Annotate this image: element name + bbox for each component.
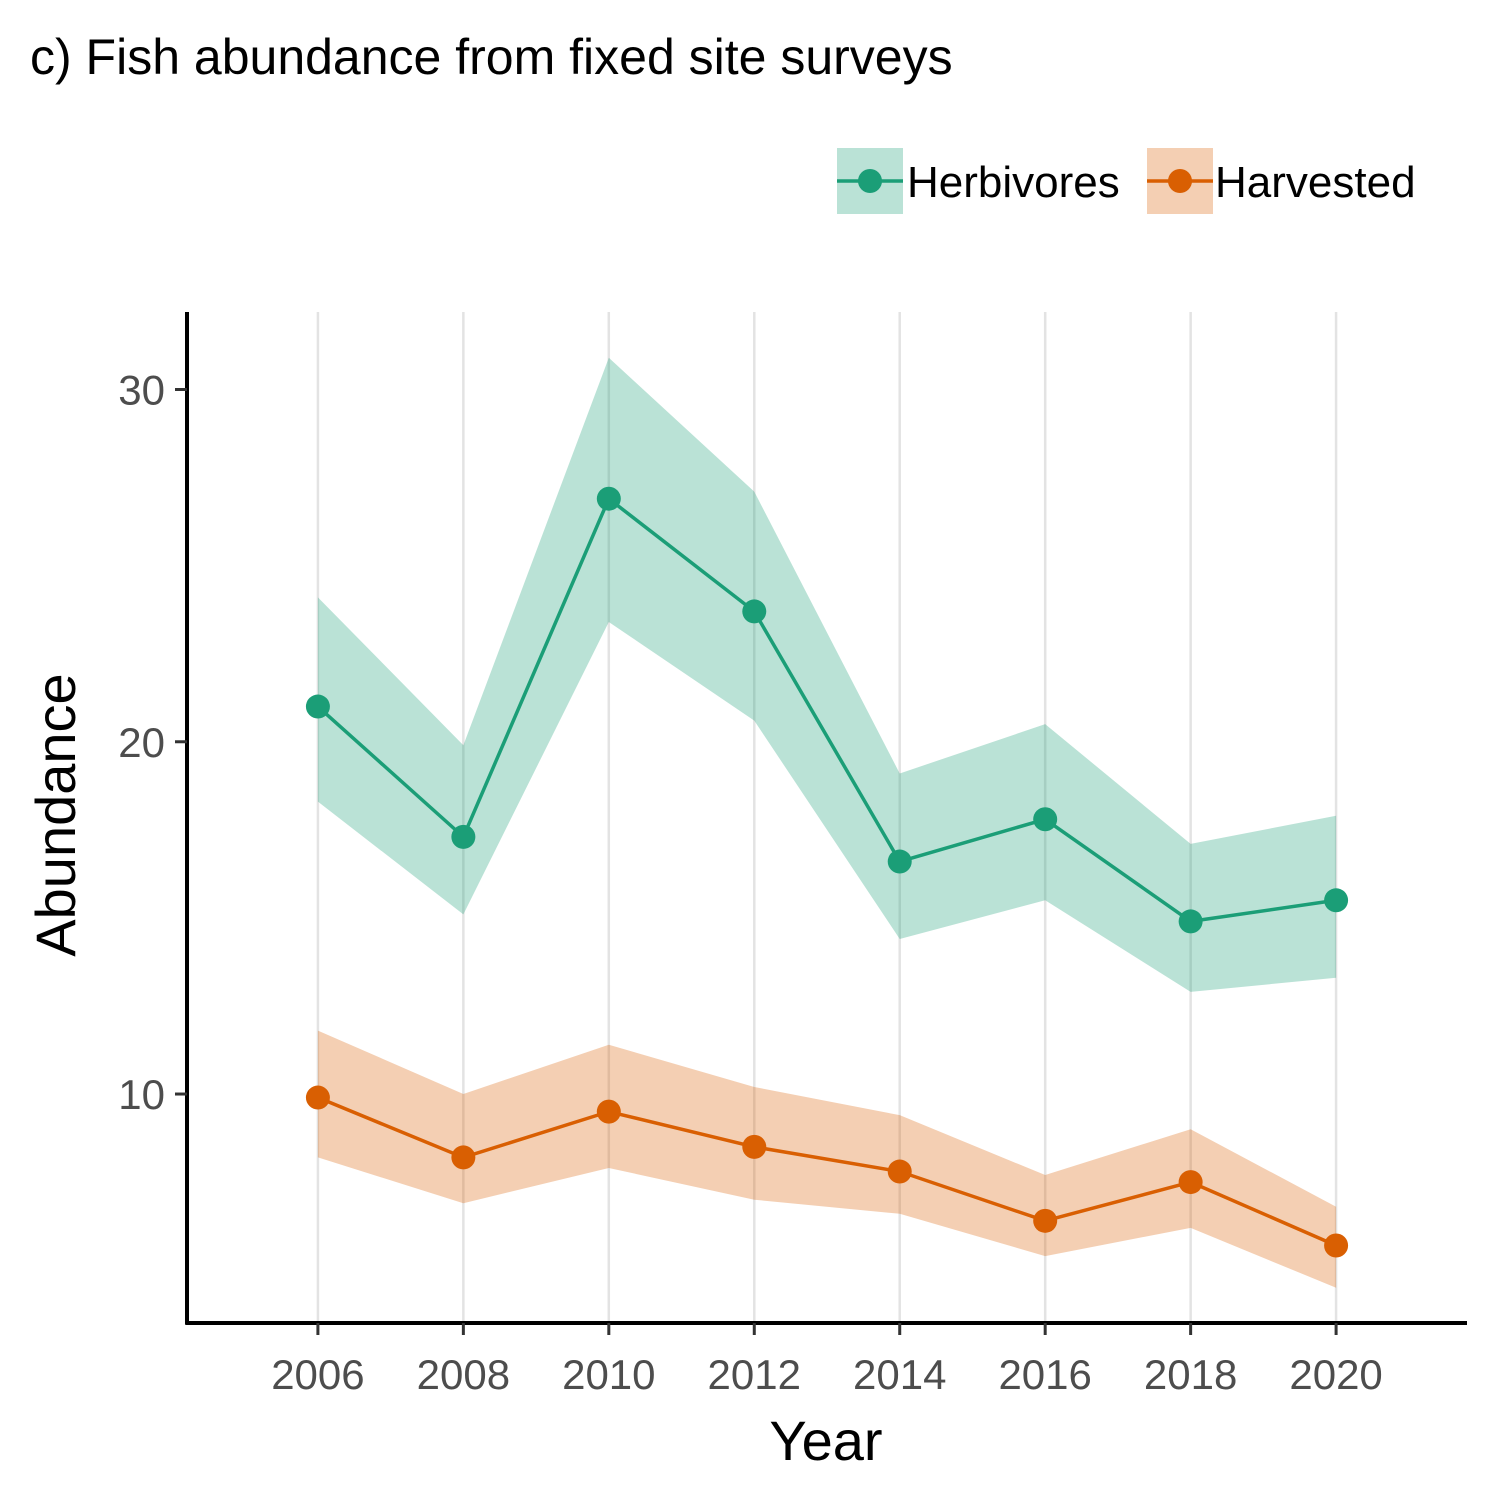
point-harvested-2018 — [1178, 1170, 1203, 1195]
chart-title: c) Fish abundance from fixed site survey… — [30, 29, 953, 85]
band-herbivores — [317, 357, 1337, 992]
x-tick-label-2012: 2012 — [708, 1351, 801, 1398]
point-harvested-2006 — [305, 1085, 330, 1110]
series-lines — [316, 495, 1337, 1248]
point-herbivores-2020 — [1324, 888, 1349, 913]
axes — [175, 312, 1467, 1335]
legend-label-harvested: Harvested — [1215, 158, 1416, 207]
legend-label-herbivores: Herbivores — [907, 158, 1120, 207]
x-axis-title: Year — [769, 1409, 882, 1472]
point-herbivores-2012 — [742, 599, 767, 624]
point-herbivores-2014 — [887, 849, 912, 874]
point-harvested-2012 — [742, 1134, 767, 1159]
x-tick-label-2006: 2006 — [271, 1351, 364, 1398]
line-herbivores — [316, 495, 1337, 924]
y-axis-title: Abundance — [24, 673, 87, 956]
point-herbivores-2018 — [1178, 909, 1203, 934]
legend-key-point-harvested — [1168, 169, 1192, 193]
x-tick-label-2020: 2020 — [1289, 1351, 1382, 1398]
point-herbivores-2010 — [596, 486, 621, 511]
legend-key-herbivores — [837, 148, 903, 214]
x-tick-label-2018: 2018 — [1144, 1351, 1237, 1398]
legend: Herbivores Harvested — [837, 148, 1416, 214]
legend-key-point-herbivores — [858, 169, 882, 193]
point-harvested-2014 — [887, 1159, 912, 1184]
legend-key-harvested — [1147, 148, 1213, 214]
point-herbivores-2008 — [451, 824, 476, 849]
x-tick-label-2016: 2016 — [998, 1351, 1091, 1398]
point-herbivores-2016 — [1033, 807, 1058, 832]
x-tick-label-2010: 2010 — [562, 1351, 655, 1398]
point-harvested-2008 — [451, 1145, 476, 1170]
series-points — [305, 486, 1349, 1258]
line-harvested — [317, 1095, 1337, 1248]
point-herbivores-2006 — [305, 694, 330, 719]
point-harvested-2016 — [1033, 1208, 1058, 1233]
y-tick-label-30: 30 — [118, 366, 165, 413]
point-harvested-2010 — [596, 1099, 621, 1124]
x-tick-label-2008: 2008 — [417, 1351, 510, 1398]
tick-labels: 10 20 30 2006 2008 2010 2012 2014 2016 2018 2020 — [118, 366, 1383, 1398]
point-harvested-2020 — [1324, 1233, 1349, 1258]
y-tick-label-20: 20 — [118, 719, 165, 766]
x-tick-label-2014: 2014 — [853, 1351, 946, 1398]
y-tick-label-10: 10 — [118, 1071, 165, 1118]
